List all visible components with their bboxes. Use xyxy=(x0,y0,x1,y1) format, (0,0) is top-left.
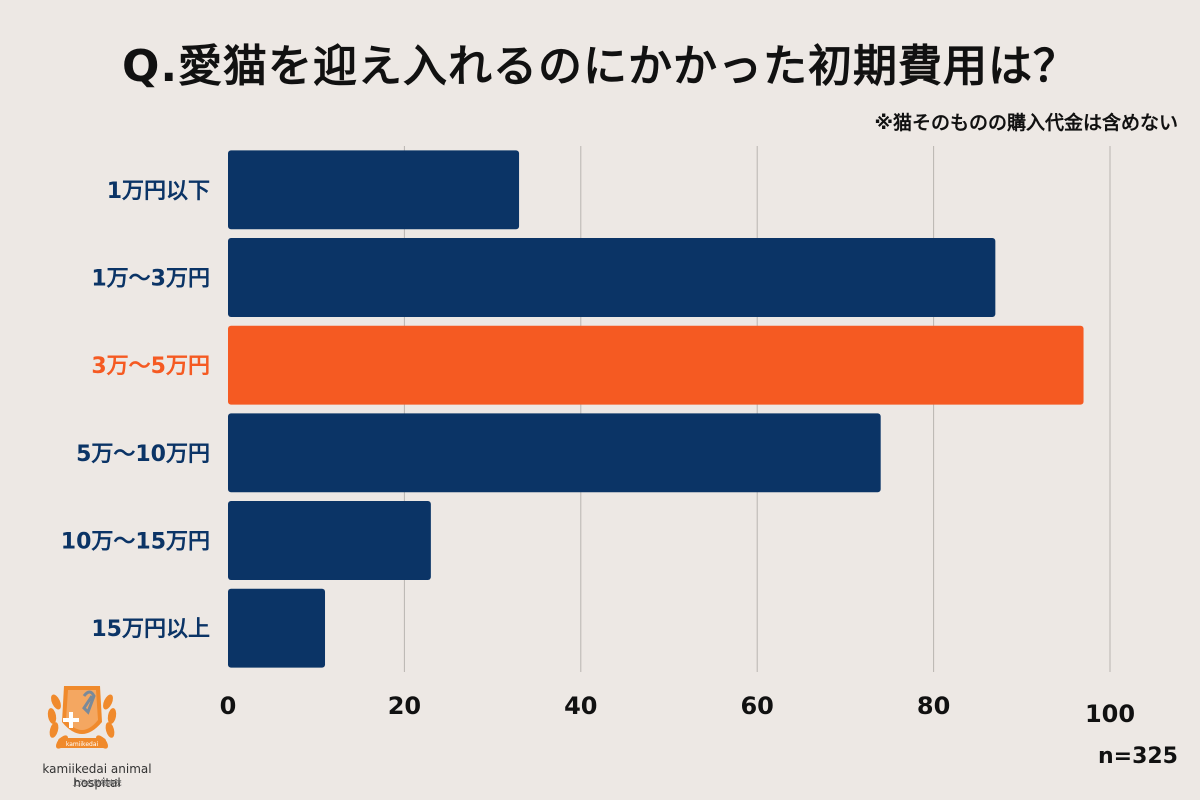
bar xyxy=(228,150,520,230)
bar xyxy=(228,588,326,668)
chart-title: Q.愛猫を迎え入れるのにかかった初期費用は？ xyxy=(121,41,1079,92)
x-tick-label: 40 xyxy=(564,692,597,720)
x-tick-label: 20 xyxy=(388,692,421,720)
category-label: 5万〜10万円 xyxy=(76,442,210,467)
category-label: 10万〜15万円 xyxy=(61,530,210,555)
bar xyxy=(228,238,996,317)
bar xyxy=(228,501,431,580)
bar xyxy=(228,413,881,493)
logo-name: kamiikedai animal hospital xyxy=(42,762,152,790)
x-tick-label: 80 xyxy=(917,692,950,720)
category-labels: 1万円以下 1万〜3万円 3万〜5万円 5万〜10万円 10万〜15万円 15万円以上 xyxy=(61,179,210,642)
grid-lines xyxy=(403,146,1111,672)
x-tick-label: 60 xyxy=(740,692,773,720)
category-label: 1万〜3万円 xyxy=(91,267,210,292)
x-tick-labels: 0 20 40 60 80 100 xyxy=(220,692,1135,728)
x-tick-label: 0 xyxy=(220,692,237,720)
bars xyxy=(228,150,1084,668)
logo-badge-text: kamiikedai xyxy=(66,741,99,748)
category-label: 3万〜5万円 xyxy=(91,354,210,379)
logo-emblem-icon: kamiikedai xyxy=(47,686,117,749)
chart-note: ※猫そのものの購入代金は含めない xyxy=(874,112,1178,134)
sample-size: n=325 xyxy=(1097,744,1178,769)
hospital-logo: kamiikedai kamiikedai animal hospital 上池… xyxy=(22,672,162,792)
bar xyxy=(228,325,1084,405)
x-tick-label: 100 xyxy=(1085,700,1135,728)
category-label: 15万円以上 xyxy=(91,617,210,642)
logo-subtitle: 上池台動物病院 xyxy=(72,779,122,787)
category-label: 1万円以下 xyxy=(107,179,210,204)
